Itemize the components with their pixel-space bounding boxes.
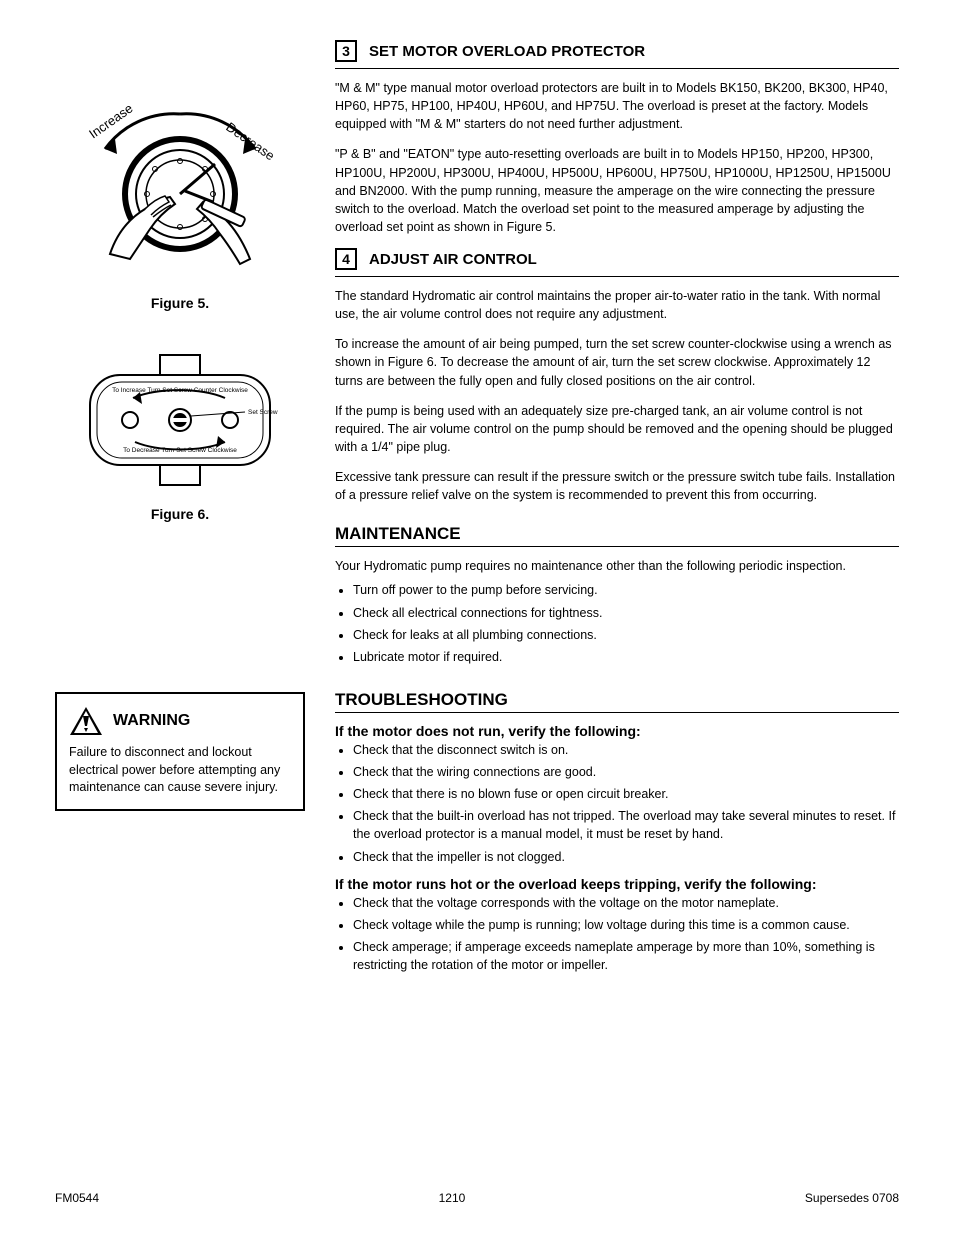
maintenance-item: Check all electrical connections for tig… [353,604,899,622]
decrease-label: Decrease [223,119,277,163]
warning-text: Failure to disconnect and lockout electr… [69,744,291,797]
step-3-para-1: "M & M" type manual motor overload prote… [335,79,899,133]
footer-right: Supersedes 0708 [805,1191,899,1205]
step-3-para-2: "P & B" and "EATON" type auto-resetting … [335,145,899,236]
trouble-item: Check amperage; if amperage exceeds name… [353,938,899,974]
figure-5-caption: Figure 5. [151,295,209,311]
trouble-item: Check that the built-in overload has not… [353,807,899,843]
divider [335,712,899,713]
step-4-para-2: To increase the amount of air being pump… [335,335,899,389]
step-4-para-3: If the pump is being used with an adequa… [335,402,899,456]
figure-6: To Increase Turn Set Screw Counter Clock… [55,350,305,522]
footer-center: 1210 [439,1191,466,1205]
divider [335,68,899,69]
divider [335,546,899,547]
trouble-item: Check that there is no blown fuse or ope… [353,785,899,803]
trouble-p1-list: Check that the disconnect switch is on. … [335,741,899,866]
trouble-item: Check that the impeller is not clogged. [353,848,899,866]
footer-left: FM0544 [55,1191,99,1205]
maintenance-intro: Your Hydromatic pump requires no mainten… [335,557,899,575]
maintenance-list: Turn off power to the pump before servic… [335,581,899,666]
step-3-number: 3 [335,40,357,62]
step-4-number: 4 [335,248,357,270]
page: Increase Decrease [0,0,954,1235]
step-3-header: 3 SET MOTOR OVERLOAD PROTECTOR [335,40,899,62]
hazard-icon [69,706,103,736]
figure-5: Increase Decrease [55,70,305,330]
increase-label: Increase [86,101,135,142]
setscrew-illustration: To Increase Turn Set Screw Counter Clock… [75,350,285,500]
warning-header: WARNING [69,706,291,736]
dial-illustration: Increase Decrease [65,89,295,289]
maintenance-item: Lubricate motor if required. [353,648,899,666]
trouble-item: Check that the wiring connections are go… [353,763,899,781]
right-column: 3 SET MOTOR OVERLOAD PROTECTOR "M & M" t… [335,40,899,978]
trouble-p2-heading: If the motor runs hot or the overload ke… [335,876,899,892]
maintenance-item: Check for leaks at all plumbing connecti… [353,626,899,644]
maintenance-item: Turn off power to the pump before servic… [353,581,899,599]
step-4-para-4: Excessive tank pressure can result if th… [335,468,899,504]
troubleshooting-heading: TROUBLESHOOTING [335,690,899,710]
figure-6-caption: Figure 6. [151,506,209,522]
page-footer: FM0544 1210 Supersedes 0708 [55,1191,899,1205]
divider [335,276,899,277]
trouble-p2-list: Check that the voltage corresponds with … [335,894,899,975]
step-4-header: 4 ADJUST AIR CONTROL [335,248,899,270]
step-4-title: ADJUST AIR CONTROL [369,251,537,268]
trouble-item: Check that the voltage corresponds with … [353,894,899,912]
set-screw-label: Set Screw [248,409,278,416]
trouble-item: Check voltage while the pump is running;… [353,916,899,934]
step-4-para-1: The standard Hydromatic air control main… [335,287,899,323]
warning-box: WARNING Failure to disconnect and lockou… [55,692,305,811]
left-column: Increase Decrease [55,40,305,978]
warning-label: WARNING [113,710,190,732]
trouble-p1-heading: If the motor does not run, verify the fo… [335,723,899,739]
step-3-title: SET MOTOR OVERLOAD PROTECTOR [369,43,645,60]
trouble-item: Check that the disconnect switch is on. [353,741,899,759]
decrease-cw-label: To Decrease Turn Set Screw Clockwise [123,447,237,454]
two-column-layout: Increase Decrease [55,40,899,978]
maintenance-heading: MAINTENANCE [335,524,899,544]
increase-ccw-label: To Increase Turn Set Screw Counter Clock… [112,387,248,394]
